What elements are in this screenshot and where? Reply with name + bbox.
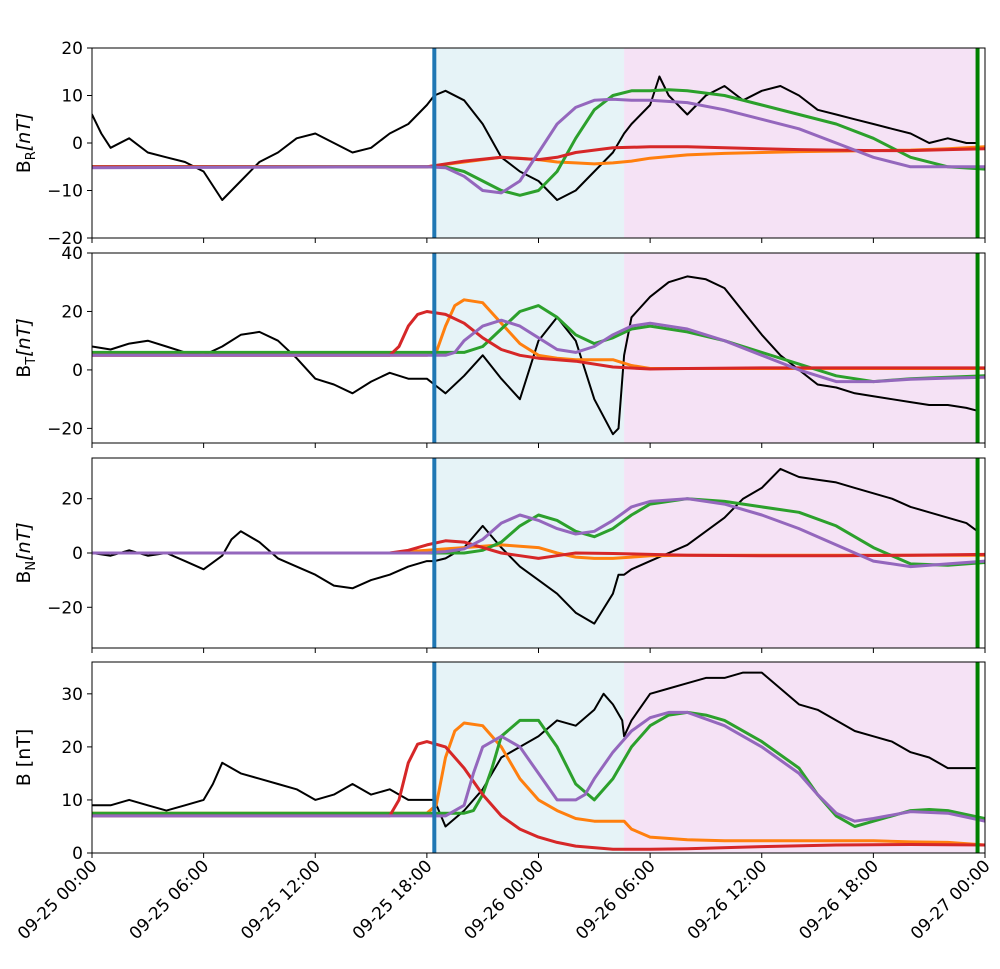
y-tick-label: −20 <box>47 419 83 439</box>
y-axis-label: B [nT] <box>13 729 35 787</box>
y-tick-label: 0 <box>72 361 83 381</box>
y-tick-label: 20 <box>61 302 83 322</box>
x-tick-label: 09-25 00:00 <box>14 856 102 944</box>
shaded-span-1 <box>624 253 978 443</box>
series-line-observed <box>92 275 979 436</box>
y-label-subscript: R <box>24 151 39 160</box>
y-tick-label: −20 <box>47 229 83 249</box>
series-line-purple <box>92 318 985 384</box>
shaded-span-0 <box>434 662 625 853</box>
y-label-subscript: N <box>24 561 39 571</box>
x-tick-label: 09-25 12:00 <box>237 856 325 944</box>
shaded-span-1 <box>624 662 978 853</box>
y-tick-label: 20 <box>61 39 83 59</box>
y-axis-label: BR[nT] <box>13 113 39 174</box>
y-label-subscript: T <box>24 357 39 366</box>
y-tick-label: −20 <box>47 598 83 618</box>
series-line-red <box>92 740 985 851</box>
x-tick-label: 09-26 12:00 <box>684 856 772 944</box>
shaded-span-1 <box>624 48 978 238</box>
series-group <box>92 275 985 436</box>
series-line-red <box>92 539 985 560</box>
y-tick-label: 10 <box>61 791 83 811</box>
series-line-observed <box>92 467 979 625</box>
y-tick-label: 20 <box>61 490 83 510</box>
x-tick-label: 09-26 18:00 <box>795 856 883 944</box>
y-tick-label: 0 <box>72 544 83 564</box>
y-axis-label: BT[nT] <box>13 318 39 377</box>
y-label-unit: [nT] <box>13 522 35 560</box>
y-label-unit: [nT] <box>13 113 35 151</box>
x-tick-label: 09-25 06:00 <box>126 856 214 944</box>
panel-2: −20 0 20 BN[nT] <box>13 457 986 653</box>
y-tick-label: 20 <box>61 738 83 758</box>
y-tick-label: 40 <box>61 244 83 264</box>
series-line-purple <box>92 497 985 569</box>
series-group <box>92 671 985 851</box>
series-line-purple <box>92 97 985 195</box>
series-line-red <box>92 310 985 371</box>
series-line-green <box>92 497 985 567</box>
panel-3: 0 10 20 30 B [nT] <box>13 661 986 864</box>
y-label-main: B <box>13 365 35 378</box>
x-tick-label: 09-26 06:00 <box>572 856 660 944</box>
y-label-main: B [nT] <box>13 729 35 787</box>
series-line-purple <box>92 710 985 823</box>
series-line-green <box>92 304 985 384</box>
y-axis-label: BN[nT] <box>13 522 39 583</box>
x-tick-label: 09-27 00:00 <box>907 856 995 944</box>
x-tick-label: 09-26 00:00 <box>460 856 548 944</box>
y-tick-label: 0 <box>72 134 83 154</box>
y-tick-label: 30 <box>61 685 83 705</box>
series-line-observed <box>92 75 979 201</box>
y-tick-label: 0 <box>72 844 83 864</box>
shaded-span-1 <box>624 458 978 648</box>
series-group <box>92 467 985 625</box>
x-tick-label: 09-25 18:00 <box>349 856 437 944</box>
panel-0: −20 −10 0 10 20 BR[nT] <box>13 39 986 249</box>
series-line-observed <box>92 671 979 828</box>
panel-1: −20 0 20 40 BT[nT] <box>13 244 986 448</box>
y-label-main: B <box>13 160 35 173</box>
y-label-unit: [nT] <box>13 318 35 356</box>
series-line-green <box>92 710 985 828</box>
y-tick-label: 10 <box>61 87 83 107</box>
series-line-orange <box>92 721 985 847</box>
shaded-span-0 <box>434 48 625 238</box>
series-line-green <box>92 88 985 197</box>
x-tick-labels: 09-25 00:00 09-25 06:00 09-25 12:00 09-25 1… <box>14 856 995 944</box>
y-label-main: B <box>13 571 35 584</box>
y-tick-label: −10 <box>47 182 83 202</box>
